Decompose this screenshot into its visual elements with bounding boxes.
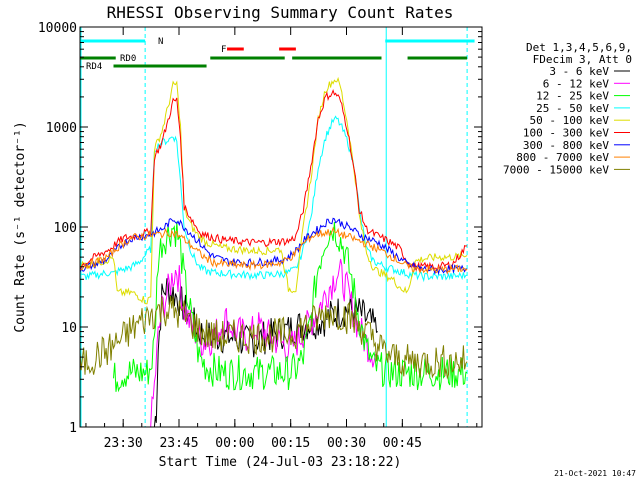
x-tick-label: 00:45 (383, 436, 422, 451)
y-axis-label: Count Rate (s⁻¹ detector⁻¹) (13, 121, 28, 332)
series-line-6-12-kev (150, 258, 379, 428)
series-line-50-100-kev (79, 76, 468, 305)
legend-label-12-25-kev: 12 - 25 keV (536, 90, 609, 103)
legend: Det 1,3,4,5,6,9,FDecim 3, Att 03 - 6 keV… (503, 41, 632, 176)
flag-label-rd4: RD4 (86, 62, 102, 72)
x-tick-label: 23:30 (104, 436, 143, 451)
legend-header-line: FDecim 3, Att 0 (533, 53, 632, 66)
series-line-100-300-kev (79, 88, 468, 272)
legend-label-50-100-kev: 50 - 100 keV (530, 114, 610, 127)
y-tick-label: 10 (61, 321, 77, 336)
legend-header-line: Det 1,3,4,5,6,9, (526, 41, 632, 54)
flag-label-rd0: RD0 (120, 54, 136, 64)
x-axis-ticks: 23:30 23:45 00:00 00:15 00:30 00:45 (85, 27, 478, 451)
legend-label-300-800-kev: 300 - 800 keV (523, 139, 609, 152)
y-tick-label: 1000 (46, 121, 77, 136)
x-tick-label: 00:15 (271, 436, 310, 451)
chart-title: RHESSI Observing Summary Count Rates (107, 3, 454, 22)
plot-layers: N F RD0 RD4 (79, 27, 475, 428)
x-axis-label: Start Time (24-Jul-03 23:18:22) (159, 455, 402, 470)
series-line-7000-15000-kev (79, 295, 468, 380)
series-line-800-7000-kev (79, 226, 468, 275)
x-tick-label: 00:00 (215, 436, 254, 451)
generation-timestamp: 21-Oct-2021 10:47 (554, 469, 636, 478)
y-tick-label: 100 (54, 221, 77, 236)
legend-label-25-50-kev: 25 - 50 keV (536, 102, 609, 115)
y-tick-label: 10000 (38, 21, 77, 36)
series-line-25-50-kev (79, 115, 468, 283)
flag-label-n: N (158, 37, 163, 47)
y-axis-ticks: 1 10 100 1000 10000 (38, 21, 482, 436)
legend-label-3-6-kev: 3 - 6 keV (549, 65, 609, 78)
legend-label-100-300-kev: 100 - 300 keV (523, 127, 609, 140)
series-line-12-25-kev (113, 221, 468, 393)
x-tick-label: 23:45 (159, 436, 198, 451)
flag-label-f: F (221, 45, 226, 55)
legend-label-800-7000-kev: 800 - 7000 keV (516, 151, 609, 164)
y-tick-label: 1 (69, 421, 77, 436)
legend-label-7000-15000-kev: 7000 - 15000 keV (503, 163, 609, 176)
legend-label-6-12-kev: 6 - 12 keV (543, 77, 610, 90)
x-tick-label: 00:30 (327, 436, 366, 451)
